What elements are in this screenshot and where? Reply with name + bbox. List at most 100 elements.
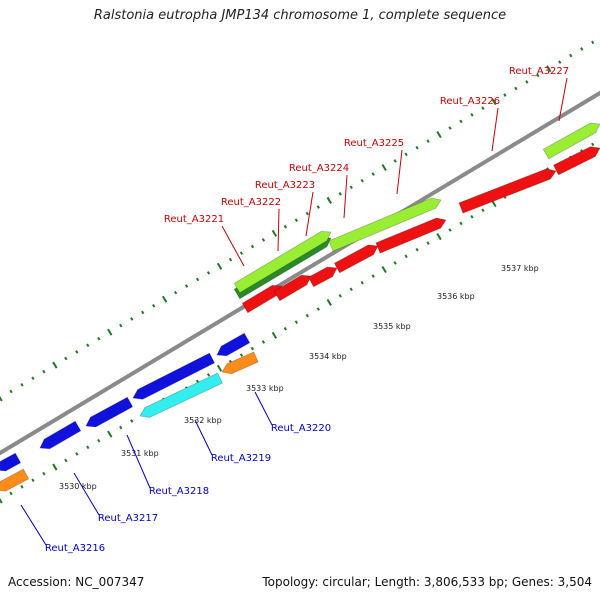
lower-scale-tick <box>9 491 13 496</box>
lower-scale-tick <box>75 452 79 456</box>
upper-scale-tick <box>436 131 442 139</box>
map-title: Ralstonia eutropha JMP134 chromosome 1, … <box>93 8 507 23</box>
upper-scale-tick <box>536 73 540 78</box>
upper-scale-tick <box>393 159 397 163</box>
upper-scale-tick <box>184 284 189 288</box>
upper-scale-tick <box>558 60 562 64</box>
upper-scale-tick <box>141 310 145 315</box>
sequence-backbone <box>0 90 600 456</box>
upper-scale-tick <box>294 218 298 222</box>
gene-arrow-red <box>273 274 312 302</box>
upper-scale-tick <box>9 389 13 394</box>
upper-scale-tick <box>404 152 408 157</box>
gene-arrow-red <box>333 244 379 274</box>
upper-scale-tick <box>206 271 211 275</box>
lower-scale-tick <box>42 471 46 476</box>
lower-scale-tick <box>239 353 244 357</box>
gene-arrow-lime <box>542 122 600 160</box>
lower-scale-tick <box>360 280 364 285</box>
scale-label: 3533 kbp <box>246 384 284 393</box>
forward-gene-label: Reut_A3221 <box>164 214 224 225</box>
upper-scale-tick <box>161 295 168 303</box>
lower-scale-tick <box>271 331 278 339</box>
gene-arrow-blue <box>39 420 82 450</box>
lower-scale-tick <box>415 247 419 252</box>
lower-scale-tick <box>470 215 474 219</box>
lower-scale-tick <box>491 200 497 208</box>
lower-scale-tick <box>20 485 24 489</box>
reverse-gene-leader <box>194 419 213 456</box>
forward-gene-label: Reut_A3223 <box>255 180 315 191</box>
upper-scale-tick <box>31 376 35 381</box>
upper-scale-tick <box>52 361 58 369</box>
upper-scale-tick <box>326 196 332 204</box>
upper-scale-tick <box>173 290 178 295</box>
lower-scale-tick <box>393 261 397 265</box>
lower-scale-tick <box>338 294 342 298</box>
forward-gene-leader <box>396 149 403 195</box>
upper-scale-tick <box>360 178 364 183</box>
upper-scale-tick <box>152 304 156 308</box>
upper-scale-tick <box>261 238 266 242</box>
gene-arrow-orange <box>0 468 30 492</box>
lower-scale-tick <box>0 498 3 504</box>
upper-scale-tick <box>459 119 463 124</box>
gene-arrow-red <box>375 217 447 254</box>
upper-scale-tick <box>119 323 123 328</box>
lower-scale-tick <box>436 233 442 241</box>
scale-label: 3530 kbp <box>59 482 97 491</box>
upper-scale-tick <box>525 80 529 84</box>
upper-scale-tick <box>415 145 419 150</box>
scale-label: 3535 kbp <box>373 322 411 331</box>
lower-scale-tick <box>326 298 332 306</box>
lower-scale-tick <box>206 373 211 377</box>
reverse-gene-label: Reut_A3220 <box>271 423 331 434</box>
upper-scale-tick <box>283 224 288 229</box>
lower-scale-tick <box>371 274 375 278</box>
gene-arrow-blue <box>216 332 251 357</box>
lower-scale-tick <box>426 241 430 245</box>
upper-scale-tick <box>42 369 46 374</box>
lower-scale-tick <box>119 425 123 430</box>
lower-scale-tick <box>52 463 58 471</box>
forward-gene-label: Reut_A3227 <box>509 66 569 77</box>
gene-arrow-orange <box>221 351 259 375</box>
lower-scale-tick <box>316 307 320 311</box>
scale-label: 3536 kbp <box>437 292 475 301</box>
scale-label: 3531 kbp <box>121 449 159 458</box>
scale-label: 3532 kbp <box>184 416 222 425</box>
lower-scale-tick <box>305 313 309 318</box>
upper-scale-tick <box>228 257 233 262</box>
upper-scale-tick <box>491 98 497 106</box>
gene-arrow-blue <box>132 352 216 400</box>
upper-scale-tick <box>97 336 101 341</box>
upper-scale-tick <box>503 93 507 97</box>
upper-scale-tick <box>316 205 320 209</box>
upper-scale-tick <box>0 396 3 402</box>
lower-scale-tick <box>481 208 485 213</box>
scale-label: 3534 kbp <box>309 352 347 361</box>
upper-scale-tick <box>239 251 244 255</box>
upper-scale-tick <box>569 53 573 58</box>
upper-scale-tick <box>514 86 518 91</box>
gene-arrow-lime <box>328 197 442 252</box>
upper-scale-tick <box>250 244 255 249</box>
lower-scale-tick <box>294 320 298 324</box>
reverse-gene-leader <box>126 434 151 489</box>
lower-scale-tick <box>261 340 266 344</box>
upper-scale-tick <box>130 317 134 321</box>
lower-scale-tick <box>283 326 288 331</box>
reverse-gene-leader <box>20 504 47 546</box>
upper-scale-tick <box>448 126 452 130</box>
gene-arrow-cyan <box>139 372 223 418</box>
upper-scale-tick <box>381 163 387 172</box>
gene-arrow-red <box>307 266 338 288</box>
lower-scale-tick <box>404 254 408 259</box>
upper-scale-tick <box>86 343 90 348</box>
upper-scale-tick <box>107 328 113 336</box>
lower-scale-tick <box>130 419 134 423</box>
forward-gene-leader <box>491 107 499 152</box>
accession-label: Accession: NC_007347 <box>8 575 145 589</box>
